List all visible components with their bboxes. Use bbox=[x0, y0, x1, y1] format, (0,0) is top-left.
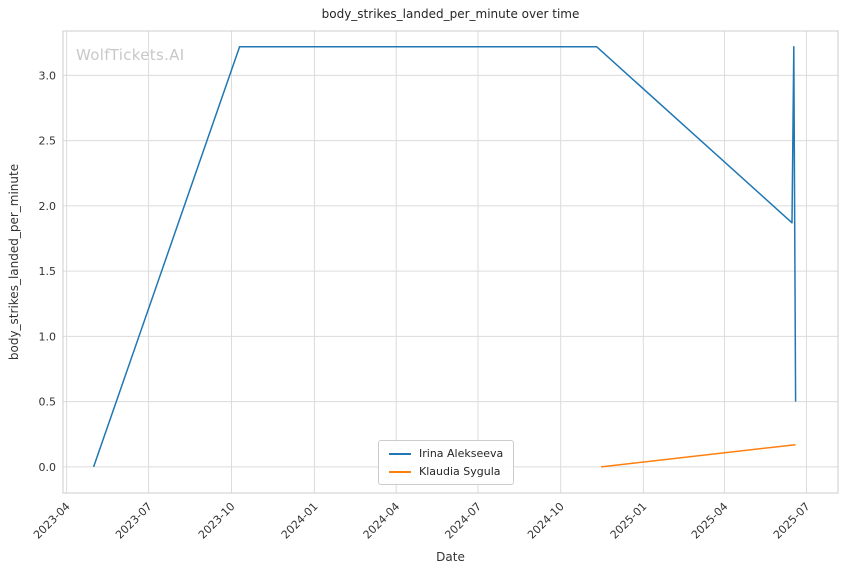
y-tick-label: 1.5 bbox=[39, 265, 57, 278]
legend-item: Klaudia Sygula bbox=[389, 465, 503, 478]
y-axis-label: body_strikes_landed_per_minute bbox=[7, 163, 21, 361]
x-tick-label: 2025-04 bbox=[689, 500, 731, 542]
legend-label: Irina Alekseeva bbox=[419, 447, 504, 460]
x-tick-label: 2023-07 bbox=[113, 500, 155, 542]
x-axis-label: Date bbox=[436, 550, 465, 564]
y-tick-label: 0.0 bbox=[39, 461, 57, 474]
y-tick-label: 2.0 bbox=[39, 200, 57, 213]
legend: Irina Alekseeva Klaudia Sygula bbox=[378, 440, 515, 485]
y-tick-label: 2.5 bbox=[39, 135, 57, 148]
y-tick-label: 0.5 bbox=[39, 396, 57, 409]
x-tick-label: 2023-10 bbox=[196, 500, 238, 542]
x-tick-label: 2024-07 bbox=[442, 500, 484, 542]
chart-title: body_strikes_landed_per_minute over time bbox=[321, 7, 580, 21]
legend-line-swatch-blue bbox=[389, 452, 411, 455]
legend-label: Klaudia Sygula bbox=[419, 465, 501, 478]
legend-item: Irina Alekseeva bbox=[389, 447, 503, 460]
x-tick-label: 2025-07 bbox=[771, 500, 813, 542]
watermark: WolfTickets.AI bbox=[76, 46, 185, 64]
x-tick-label: 2023-04 bbox=[31, 500, 73, 542]
y-tick-label: 3.0 bbox=[39, 69, 57, 82]
x-tick-label: 2025-01 bbox=[608, 500, 650, 542]
y-tick-label: 1.0 bbox=[39, 330, 57, 343]
legend-line-swatch-orange bbox=[389, 470, 411, 473]
x-tick-label: 2024-10 bbox=[525, 500, 567, 542]
x-tick-label: 2024-01 bbox=[279, 500, 321, 542]
x-tick-label: 2024-04 bbox=[361, 500, 403, 542]
series-line-klaudia-sygula bbox=[601, 443, 796, 468]
plot-border bbox=[62, 30, 839, 494]
series-line-irina-alekseeva bbox=[92, 45, 797, 468]
